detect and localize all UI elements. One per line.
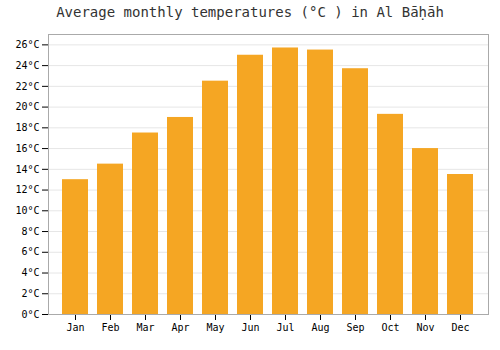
svg-text:Jan: Jan [66, 322, 84, 333]
svg-text:20°C: 20°C [15, 101, 39, 112]
svg-text:18°C: 18°C [15, 122, 39, 133]
svg-text:Aug: Aug [311, 322, 329, 333]
svg-text:0°C: 0°C [21, 309, 39, 320]
svg-text:12°C: 12°C [15, 184, 39, 195]
svg-text:16°C: 16°C [15, 143, 39, 154]
svg-text:10°C: 10°C [15, 205, 39, 216]
svg-text:14°C: 14°C [15, 164, 39, 175]
svg-text:6°C: 6°C [21, 246, 39, 257]
svg-text:8°C: 8°C [21, 226, 39, 237]
svg-text:Dec: Dec [451, 322, 469, 333]
svg-text:Feb: Feb [101, 322, 119, 333]
svg-text:Mar: Mar [136, 322, 154, 333]
svg-text:Oct: Oct [381, 322, 399, 333]
svg-text:24°C: 24°C [15, 60, 39, 71]
svg-text:26°C: 26°C [15, 39, 39, 50]
svg-text:Jun: Jun [241, 322, 259, 333]
svg-text:Nov: Nov [416, 322, 434, 333]
svg-text:Apr: Apr [171, 322, 189, 333]
svg-text:Jul: Jul [276, 322, 294, 333]
svg-text:Sep: Sep [346, 322, 364, 333]
svg-text:2°C: 2°C [21, 288, 39, 299]
svg-text:May: May [206, 322, 224, 333]
svg-text:4°C: 4°C [21, 267, 39, 278]
html-text:Average monthly temperatures (: Average monthly temperatures (°C ) in Al… [56, 4, 444, 20]
svg-text:22°C: 22°C [15, 81, 39, 92]
